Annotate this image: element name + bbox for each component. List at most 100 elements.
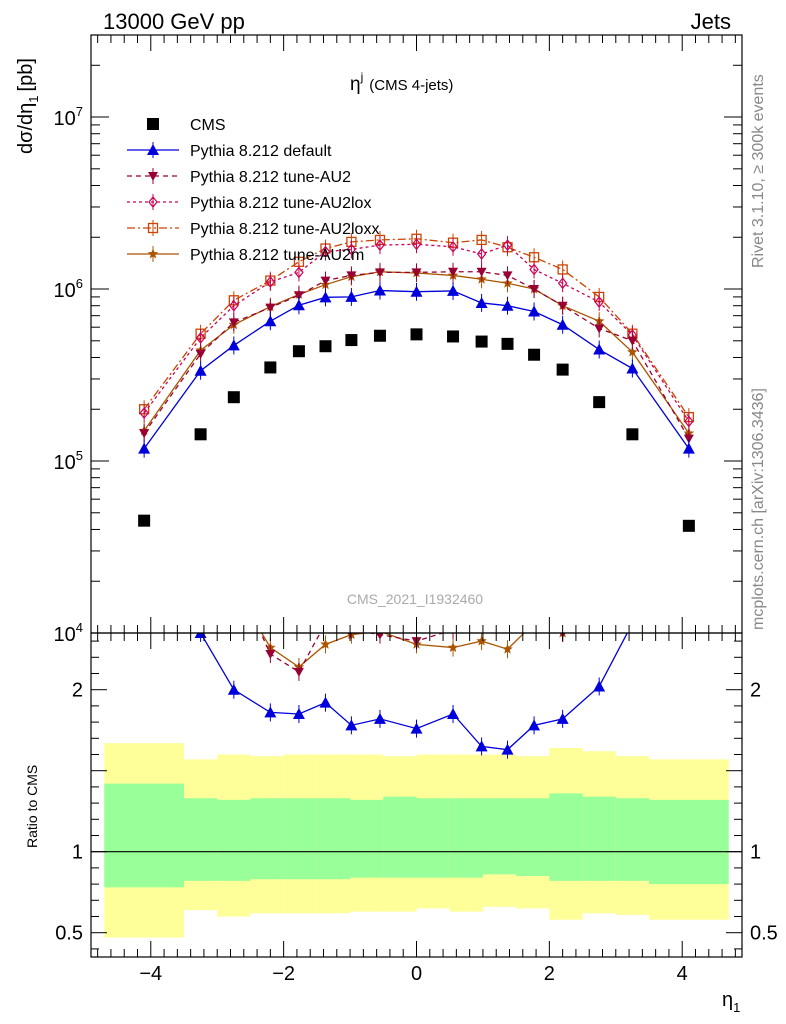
legend-label: Pythia 8.212 tune-AU2lox [190,195,371,212]
data-point [320,619,330,628]
band-green-bin [482,798,517,875]
watermark: CMS_2021_I1932460 [347,591,483,607]
data-point [594,296,604,309]
data-point [264,315,277,327]
data-point [321,442,329,452]
data-point [266,491,275,500]
data-point [557,264,568,275]
data-point [683,434,694,444]
rivet-label: Rivet 3.1.10, ≥ 300k events [750,74,767,268]
data-point [478,490,486,500]
data-point [345,719,358,731]
y-tick-label-base: 10 [54,108,76,130]
band-green-bin [184,798,218,881]
band-green-bin [283,798,317,880]
x-tick-label: 2 [544,963,555,985]
legend-marker [147,118,159,130]
data-point [293,291,304,301]
data-point [410,328,423,341]
legend-marker [148,172,158,181]
data-point [626,617,638,628]
data-point [448,267,459,277]
data-point [194,428,207,441]
plot-title-rest: (CMS 4-jets) [369,77,453,94]
data-point [476,234,487,246]
y-tick-label-exp: 6 [76,276,83,291]
data-point [501,299,514,311]
data-point [194,364,207,376]
data-point [138,583,150,594]
plot-title-main: η [350,74,361,95]
data-point [139,491,149,500]
y-tick-label-exp: 4 [76,620,83,635]
legend-marker [147,248,159,259]
data-point [410,722,423,734]
legend-label: CMS [190,117,226,134]
data-point [594,530,604,540]
data-point [411,238,422,251]
bottom-xlabel: η1 [722,989,740,1015]
band-green-bin [250,798,284,880]
data-point [139,429,150,439]
data-point [320,638,331,649]
data-point [139,407,149,420]
data-point [374,268,385,278]
data-point [320,245,331,258]
top-ylabel-main: dσ/dη [15,103,37,154]
data-point [684,491,694,500]
data-point [682,519,695,532]
data-point [265,650,276,660]
data-point [557,301,568,311]
series-line [144,333,689,544]
data-point [292,345,305,358]
top-ylabel-unit: [pb] [15,58,37,91]
data-point [476,635,487,646]
data-point [227,683,240,695]
data-point [682,442,695,454]
y-tick-label: 107 [54,104,83,130]
data-point [626,428,639,441]
data-point [345,290,358,302]
data-point [594,576,604,585]
data-point [320,276,331,286]
band-green-bin [316,798,351,880]
data-point [593,680,606,692]
data-point [530,507,538,517]
data-point [628,393,636,403]
data-point [264,361,277,374]
data-point [195,331,206,344]
data-point [559,490,567,500]
data-point [475,335,488,348]
x-tick-label: −2 [272,963,295,985]
data-point [228,318,239,328]
data-point [196,532,206,541]
data-point [410,285,423,297]
data-point [627,346,638,357]
data-point [475,740,488,752]
x-tick-label: 0 [411,963,422,985]
data-point [476,267,487,277]
data-point [684,415,694,428]
data-point [140,296,149,305]
band-green-bin [350,799,384,878]
ratio-panel [91,296,742,938]
data-point [530,410,539,419]
data-point [373,284,386,296]
data-point [227,339,240,351]
data-point [229,426,238,435]
legend-label: Pythia 8.212 tune-AU2loxx [190,221,379,238]
data-point [139,474,149,484]
data-point [376,458,384,468]
data-point [529,263,539,276]
data-point [502,239,513,252]
y-tick-label-base: 10 [54,624,76,646]
legend-label: Pythia 8.212 tune-AU2 [190,169,351,186]
bottom-xlabel-main: η [722,989,733,1011]
data-point [265,275,276,288]
data-point [375,239,385,252]
data-point [683,554,695,565]
y-tick-label: 106 [54,276,83,302]
data-point [447,708,460,719]
data-point [196,394,205,403]
data-point [227,391,240,404]
